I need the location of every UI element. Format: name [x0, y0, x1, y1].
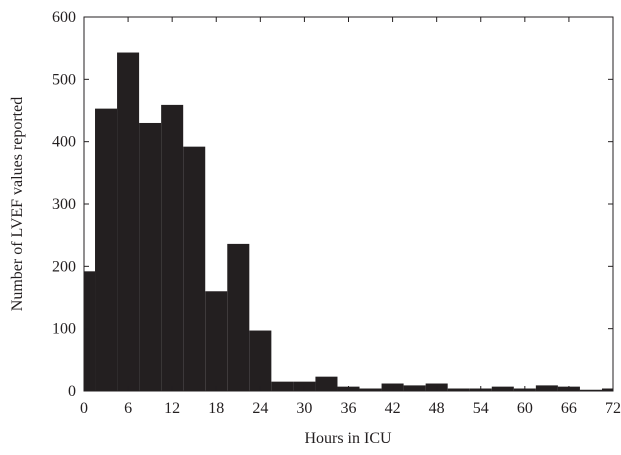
x-tick-label: 24: [252, 400, 268, 417]
y-tick-label: 300: [52, 196, 76, 213]
x-tick-label: 12: [164, 400, 180, 417]
bar: [447, 388, 470, 391]
bar: [95, 108, 118, 391]
bar: [491, 386, 514, 391]
bar: [535, 385, 558, 391]
bar: [601, 388, 613, 391]
y-tick-label: 100: [52, 321, 76, 338]
x-tick-label: 36: [341, 400, 357, 417]
bar: [271, 381, 294, 391]
bar: [205, 291, 228, 391]
bar: [227, 243, 250, 391]
bar: [579, 389, 602, 391]
x-tick-label: 6: [124, 400, 132, 417]
y-tick-label: 600: [52, 9, 76, 26]
bar: [161, 104, 184, 391]
x-tick-label: 42: [385, 400, 401, 417]
y-axis-label: Number of LVEF values reported: [9, 97, 26, 311]
y-tick-label: 400: [52, 134, 76, 151]
y-tick-label: 200: [52, 258, 76, 275]
bar: [249, 330, 272, 391]
x-tick-label: 30: [296, 400, 312, 417]
x-tick-label: 0: [80, 400, 88, 417]
x-axis-label: Hours in ICU: [304, 430, 392, 447]
bar: [359, 388, 382, 391]
x-tick-label: 66: [561, 400, 577, 417]
x-tick-label: 48: [429, 400, 445, 417]
bar: [117, 52, 140, 391]
y-tick-label: 0: [68, 383, 76, 400]
x-tick-label: 72: [605, 400, 621, 417]
bar: [315, 376, 338, 391]
x-tick-label: 60: [517, 400, 533, 417]
y-tick-label: 500: [52, 71, 76, 88]
bars: [84, 52, 613, 391]
bar: [139, 122, 162, 391]
x-tick-label: 18: [208, 400, 224, 417]
bar: [84, 271, 96, 391]
bar: [183, 146, 206, 391]
bar: [403, 385, 426, 391]
x-tick-label: 54: [473, 400, 489, 417]
